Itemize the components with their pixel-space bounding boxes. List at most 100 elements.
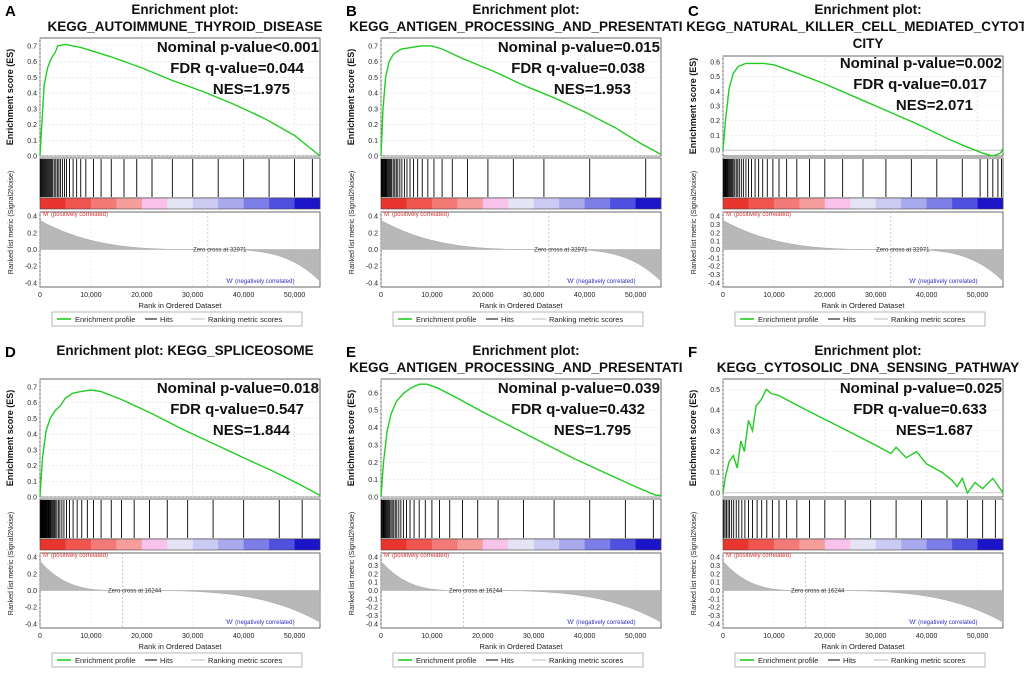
x-tick-label: 20,000: [131, 292, 153, 299]
es-plot-frame: [722, 378, 1004, 498]
stat-text: Nominal p-value<0.001: [157, 39, 319, 56]
es-tick-label: 0.4: [710, 408, 720, 415]
heat-segment: [977, 539, 1004, 550]
heat-segment: [508, 539, 535, 550]
metric-tick-label: 0.1: [368, 580, 378, 587]
es-tick-label: 0.7: [27, 384, 37, 391]
legend-box: [51, 652, 303, 668]
neg-correlated-label: 'W' (negatively correlated): [226, 620, 295, 626]
pos-correlated-label: 'M' (positively correlated): [725, 553, 791, 559]
panel-f: F Enrichment plot: KEGG_CYTOSOLIC_DNA_SENS…: [683, 341, 1024, 682]
legend-label: Enrichment profile: [416, 315, 476, 324]
panel-letter: C: [688, 3, 699, 20]
panel-c: C Enrichment plot: KEGG_NATURAL_KILLER_CEL…: [683, 0, 1024, 341]
metric-tick-label: -0.2: [366, 605, 378, 612]
heat-segment: [243, 198, 270, 209]
metric-axis-label: Ranked list metric (Signal2Noise): [691, 171, 698, 274]
legend-label: Ranking metric scores: [549, 315, 623, 324]
panel-e: E Enrichment plot: KEGG_ANTIGEN_PROCESSING…: [341, 341, 682, 682]
es-tick-label: 0.2: [27, 463, 37, 470]
metric-axis-label: Ranked list metric (Signal2Noise): [349, 171, 356, 274]
es-tick-label: 0.3: [368, 106, 378, 113]
enrichment-profile-line: [722, 62, 1004, 157]
x-tick-label: 10,000: [763, 633, 785, 640]
x-tick-label: 50,000: [625, 292, 647, 299]
zero-cross-label: Zero cross at 16244: [108, 589, 162, 595]
heat-segment: [584, 198, 611, 209]
metric-axis-label: Ranked list metric (Signal2Noise): [691, 512, 698, 615]
metric-tick-label: -0.2: [25, 605, 37, 612]
es-tick-label: 0.5: [710, 74, 720, 81]
metric-tick-label: 0.0: [368, 247, 378, 254]
heat-segment: [218, 198, 244, 209]
panel-title-line: Enrichment plot:: [472, 343, 579, 358]
heat-segment: [850, 198, 877, 209]
legend-label: Hits: [501, 656, 514, 665]
es-tick-label: 0.5: [710, 387, 720, 394]
es-tick-label: 0.6: [27, 400, 37, 407]
metric-tick-label: 0.0: [710, 588, 720, 595]
heat-segment: [850, 539, 877, 550]
x-tick-label: 0: [38, 292, 42, 299]
heat-segment: [773, 198, 800, 209]
metric-tick-label: 0.4: [27, 214, 37, 221]
metric-tick-label: 0.2: [27, 230, 37, 237]
es-tick-label: 0.5: [368, 408, 378, 415]
es-axis-label: Enrichment score (ES): [346, 390, 356, 487]
legend-label: Enrichment profile: [75, 315, 135, 324]
heat-bar-frame: [39, 538, 321, 551]
metric-tick-label: 0.1: [710, 580, 720, 587]
stat-text: NES=2.071: [896, 97, 973, 114]
legend-label: Enrichment profile: [758, 656, 818, 665]
pos-correlated-label: 'M' (positively correlated): [383, 212, 449, 218]
panel-svg: A Enrichment plot: KEGG_AUTOIMMUNE_THYROID…: [5, 2, 323, 327]
metric-tick-label: -0.3: [366, 613, 378, 620]
metric-tick-label: -0.3: [708, 272, 720, 279]
heat-segment: [635, 198, 662, 209]
panel-letter: D: [5, 344, 16, 361]
metric-tick-label: 0.1: [710, 239, 720, 246]
heat-segment: [610, 539, 636, 550]
x-tick-label: 50,000: [967, 292, 989, 299]
zero-cross-label: Zero cross at 16244: [791, 589, 845, 595]
es-tick-label: 0.3: [368, 442, 378, 449]
metric-tick-label: 0.4: [27, 555, 37, 562]
x-tick-label: 50,000: [284, 292, 306, 299]
heat-segment: [824, 198, 851, 209]
panel-title-line: KEGG_ANTIGEN_PROCESSING_AND_PRESENTATION: [349, 19, 682, 34]
pos-correlated-label: 'M' (positively correlated): [42, 553, 108, 559]
x-tick-label: 40,000: [233, 292, 255, 299]
ranking-metric-area: [722, 560, 1004, 623]
enrichment-profile-line: [39, 43, 321, 157]
panel-title-line: KEGG_ANTIGEN_PROCESSING_AND_PRESENTATION: [349, 360, 682, 375]
heat-segment: [457, 198, 484, 209]
legend-label: Ranking metric scores: [891, 315, 965, 324]
neg-correlated-label: 'W' (negatively correlated): [226, 279, 295, 285]
es-axis-label: Enrichment score (ES): [688, 390, 698, 487]
es-tick-label: 0.6: [368, 59, 378, 66]
metric-tick-label: 0.0: [710, 247, 720, 254]
legend-label: Hits: [843, 315, 856, 324]
es-tick-label: 0.4: [368, 91, 378, 98]
x-tick-label: 20,000: [814, 292, 836, 299]
metric-tick-label: -0.1: [366, 596, 378, 603]
x-tick-label: 30,000: [182, 633, 204, 640]
metric-tick-label: -0.3: [708, 613, 720, 620]
legend-box: [392, 311, 644, 327]
x-tick-label: 10,000: [421, 633, 443, 640]
x-tick-label: 50,000: [625, 633, 647, 640]
x-tick-label: 10,000: [80, 292, 102, 299]
heat-segment: [406, 198, 433, 209]
es-tick-label: 0.7: [368, 43, 378, 50]
panel-svg: C Enrichment plot: KEGG_NATURAL_KILLER_CEL…: [686, 2, 1024, 327]
metric-tick-label: 0.0: [368, 588, 378, 595]
x-tick-label: 30,000: [523, 292, 545, 299]
heat-segment: [90, 539, 117, 550]
zero-cross-label: Zero cross at 32971: [534, 248, 588, 254]
x-tick-label: 0: [379, 633, 383, 640]
es-tick-label: 0.6: [368, 390, 378, 397]
es-tick-label: 0.5: [27, 416, 37, 423]
metric-tick-label: 0.4: [368, 555, 378, 562]
heat-segment: [40, 198, 66, 209]
es-tick-label: 0.3: [27, 447, 37, 454]
